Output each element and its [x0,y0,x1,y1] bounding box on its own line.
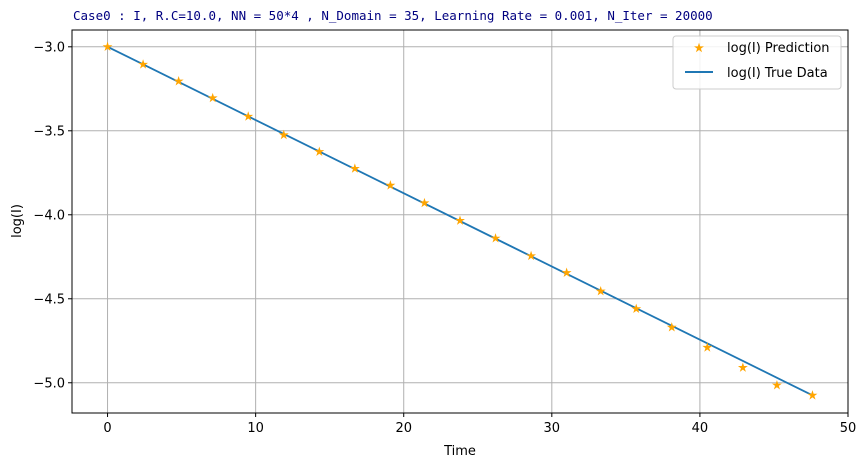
prediction-point [102,41,113,52]
y-tick-label: −3.5 [33,124,65,139]
prediction-point [455,215,465,225]
prediction-point [243,111,254,121]
prediction-point [737,362,748,372]
legend: log(I) Prediction log(I) True Data [672,35,842,90]
prediction-point [595,286,606,296]
prediction-point [207,92,218,103]
y-axis-label: log(I) [10,204,25,238]
x-tick-label: 40 [692,421,709,436]
chart-title: Case0 : I, R.C=10.0, NN = 50*4 , N_Domai… [73,8,713,23]
legend-box [672,35,842,90]
x-axis-label: Time [443,444,476,459]
prediction-point [526,250,537,261]
x-tick-label: 30 [544,421,561,436]
y-tick-label: −5.0 [33,376,65,391]
prediction-point [349,163,360,173]
y-axis-ticks: −3.0 −3.5 −4.0 −4.5 −5.0 [33,40,72,391]
prediction-point [173,76,184,86]
prediction-point [631,303,642,314]
prediction-point [771,380,782,390]
prediction-point [666,322,677,332]
y-tick-label: −4.5 [33,292,65,307]
x-tick-label: 20 [395,421,412,436]
x-tick-label: 10 [247,421,264,436]
prediction-point [702,342,713,352]
y-tick-label: −3.0 [33,40,65,55]
legend-label-true-data: log(I) True Data [727,66,828,81]
y-tick-label: −4.0 [33,208,65,223]
prediction-point [138,59,149,69]
x-axis-ticks: 0 10 20 30 40 50 [103,413,856,436]
prediction-point [419,197,430,208]
x-tick-label: 50 [840,421,857,436]
legend-label-prediction: log(I) Prediction [727,41,830,56]
prediction-point [278,129,289,140]
x-tick-label: 0 [103,421,111,436]
prediction-point [490,233,501,243]
prediction-point [561,267,572,277]
prediction-point [314,146,325,156]
prediction-point [807,390,818,400]
scatter-series [102,41,818,400]
prediction-point [385,180,396,190]
plot-frame [71,29,849,414]
legend-star [694,42,704,53]
legend-marker-prediction [694,42,704,53]
